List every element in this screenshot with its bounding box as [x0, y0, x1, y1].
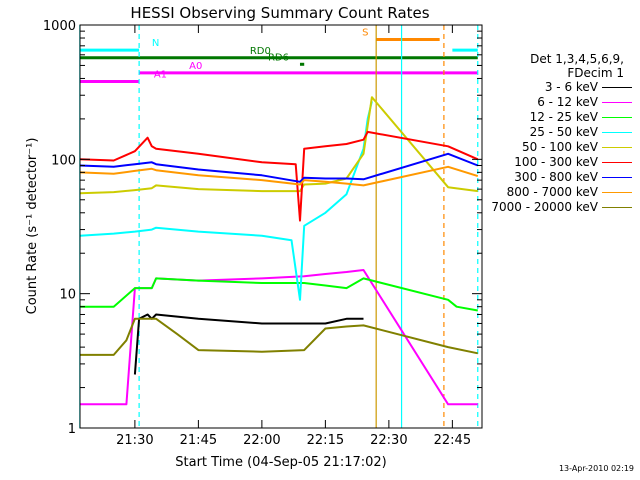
flag-label-s: S	[362, 27, 368, 38]
legend-item-7000-20000-kev: 7000 - 20000 keV	[478, 200, 636, 215]
series-800-7000-kev	[79, 165, 479, 187]
legend-header-detectors: Det 1,3,4,5,6,9,	[530, 52, 624, 66]
flag-label-rd6: RD6	[268, 52, 289, 63]
legend-label: 25 - 50 keV	[529, 125, 598, 139]
series-7000-20000-kev	[79, 317, 479, 356]
legend-item-6-12-kev: 6 - 12 keV	[478, 95, 636, 110]
legend-label: 100 - 300 keV	[514, 155, 598, 169]
legend-swatch	[602, 117, 632, 118]
legend-entries: 3 - 6 keV 6 - 12 keV 12 - 25 keV 25 - 50 ke…	[478, 80, 636, 215]
legend-swatch	[602, 192, 632, 193]
x-tick-label: 21:30	[116, 433, 153, 448]
series-300-800-kev	[79, 152, 479, 183]
series-100-300-kev	[79, 130, 479, 222]
series-3-6-kev	[133, 313, 364, 375]
legend-item-3-6-kev: 3 - 6 keV	[478, 80, 636, 95]
legend-label: 300 - 800 keV	[514, 170, 598, 184]
legend-header-decimation: FDecim 1	[567, 66, 624, 80]
legend-item-25-50-kev: 25 - 50 keV	[478, 125, 636, 140]
legend-label: 800 - 7000 keV	[506, 185, 598, 199]
legend-item-50-100-kev: 50 - 100 keV	[478, 140, 636, 155]
footer-timestamp: 13-Apr-2010 02:19	[558, 464, 634, 473]
legend-item-100-300-kev: 100 - 300 keV	[478, 155, 636, 170]
y-tick-label: 100	[51, 153, 76, 168]
legend-label: 3 - 6 keV	[544, 80, 598, 94]
x-axis-label: Start Time (04-Sep-05 21:17:02)	[175, 455, 386, 470]
legend-swatch	[602, 207, 632, 208]
x-tick-label: 21:45	[180, 433, 217, 448]
flag-label-n: N	[152, 38, 159, 49]
y-tick-label: 10	[59, 288, 76, 303]
flag-label-a1: A1	[154, 69, 167, 80]
legend-label: 12 - 25 keV	[529, 110, 598, 124]
series-lines	[79, 96, 479, 406]
plot-frame	[79, 24, 483, 429]
x-tick-label: 22:45	[434, 433, 471, 448]
legend-item-300-800-kev: 300 - 800 keV	[478, 170, 636, 185]
legend-label: 7000 - 20000 keV	[491, 200, 598, 214]
legend-swatch	[602, 102, 632, 103]
y-tick-label: 1	[68, 422, 76, 437]
legend-label: 50 - 100 keV	[521, 140, 598, 154]
series-25-50-kev	[79, 101, 373, 301]
chart-title: HESSI Observing Summary Count Rates	[130, 4, 429, 22]
legend-swatch	[602, 87, 632, 88]
legend-item-800-7000-kev: 800 - 7000 keV	[478, 185, 636, 200]
y-tick-label: 1000	[43, 19, 76, 34]
legend-swatch	[602, 147, 632, 148]
series-12-25-kev	[79, 277, 478, 312]
legend-swatch	[602, 162, 632, 163]
legend-item-12-25-kev: 12 - 25 keV	[478, 110, 636, 125]
legend-swatch	[602, 177, 632, 178]
time-markers	[79, 25, 479, 428]
axes: 21:30 21:45 22:00 22:15 22:30 22:45 1 10 100 1000	[43, 19, 482, 448]
flag-label-rd0: RD0	[250, 46, 271, 57]
y-axis-label: Count Rate (s⁻¹ detector⁻¹)	[25, 138, 40, 315]
series-50-100-kev	[79, 96, 478, 195]
x-tick-label: 22:15	[307, 433, 344, 448]
flag-label-a0: A0	[189, 61, 202, 72]
x-tick-label: 22:00	[243, 433, 280, 448]
legend-swatch	[602, 132, 632, 133]
legend: Det 1,3,4,5,6,9, FDecim 1 3 - 6 keV 6 - 1…	[478, 52, 636, 215]
x-tick-label: 22:30	[370, 433, 407, 448]
legend-label: 6 - 12 keV	[537, 95, 598, 109]
